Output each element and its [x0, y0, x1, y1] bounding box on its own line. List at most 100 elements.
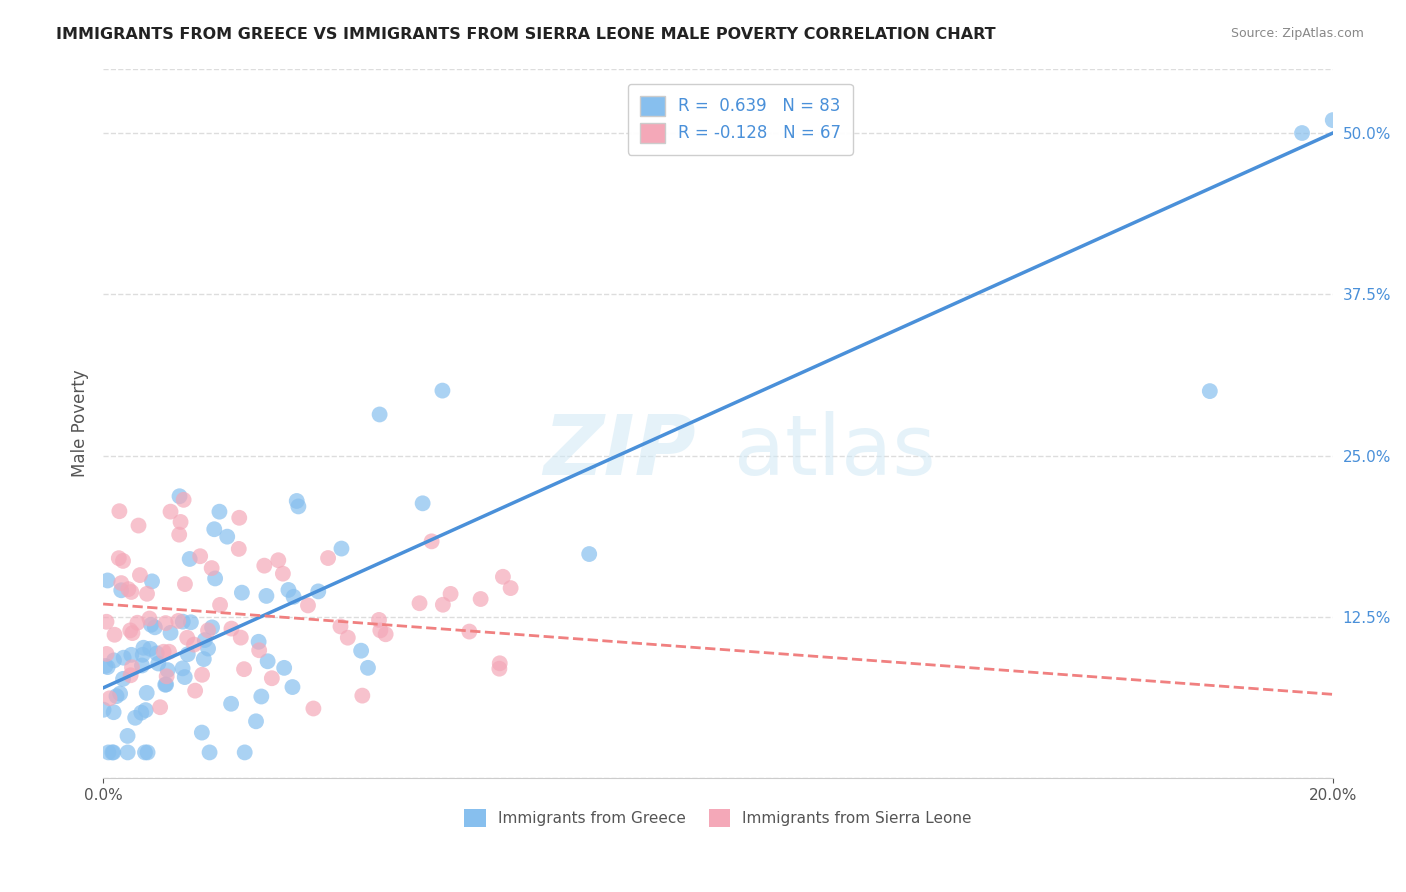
Text: Source: ZipAtlas.com: Source: ZipAtlas.com: [1230, 27, 1364, 40]
Point: [139, 641, 162, 656]
Point: [188, 549, 211, 564]
Point: [281, 680, 304, 694]
Point: [374, 627, 396, 641]
Point: [316, 551, 339, 566]
Point: [267, 553, 290, 567]
Point: [368, 613, 391, 627]
Point: [420, 534, 443, 549]
Point: [228, 541, 250, 556]
Point: [135, 686, 157, 700]
Point: [283, 590, 305, 604]
Point: [183, 638, 205, 652]
Point: [285, 494, 308, 508]
Point: [254, 589, 277, 603]
Point: [277, 582, 299, 597]
Point: [167, 614, 190, 628]
Point: [209, 598, 232, 612]
Point: [197, 641, 219, 656]
Point: [231, 585, 253, 599]
Point: [412, 496, 434, 510]
Point: [302, 701, 325, 715]
Point: [103, 653, 125, 667]
Point: [330, 541, 353, 556]
Text: atlas: atlas: [734, 411, 935, 492]
Point: [408, 596, 430, 610]
Point: [131, 706, 153, 720]
Point: [432, 384, 454, 398]
Point: [245, 714, 267, 729]
Point: [179, 552, 201, 566]
Point: [470, 592, 492, 607]
Point: [488, 657, 510, 671]
Point: [128, 518, 150, 533]
Point: [350, 643, 373, 657]
Point: [108, 551, 131, 566]
Point: [108, 504, 131, 518]
Point: [488, 662, 510, 676]
Point: [297, 599, 319, 613]
Point: [492, 570, 515, 584]
Point: [219, 697, 242, 711]
Point: [271, 566, 294, 581]
Point: [169, 489, 191, 503]
Point: [111, 554, 134, 568]
Point: [159, 505, 181, 519]
Y-axis label: Male Poverty: Male Poverty: [72, 369, 89, 477]
Point: [155, 616, 177, 631]
Point: [233, 662, 256, 676]
Point: [155, 677, 177, 691]
Point: [432, 598, 454, 612]
Point: [117, 729, 139, 743]
Point: [121, 660, 143, 674]
Point: [499, 581, 522, 595]
Point: [152, 645, 174, 659]
Point: [287, 500, 309, 514]
Point: [148, 657, 170, 671]
Point: [98, 691, 121, 706]
Point: [139, 617, 162, 632]
Point: [124, 711, 146, 725]
Point: [198, 746, 221, 760]
Point: [229, 631, 252, 645]
Point: [120, 585, 142, 599]
Point: [103, 628, 125, 642]
Point: [135, 703, 157, 717]
Point: [120, 668, 142, 682]
Point: [156, 663, 179, 677]
Point: [117, 582, 139, 596]
Point: [191, 667, 214, 681]
Point: [103, 746, 125, 760]
Point: [149, 700, 172, 714]
Point: [260, 671, 283, 685]
Point: [1291, 126, 1313, 140]
Point: [97, 746, 120, 760]
Point: [131, 658, 153, 673]
Legend: Immigrants from Greece, Immigrants from Sierra Leone: Immigrants from Greece, Immigrants from …: [457, 802, 980, 834]
Point: [307, 584, 329, 599]
Point: [202, 522, 225, 536]
Point: [96, 647, 118, 661]
Point: [97, 574, 120, 588]
Point: [1322, 113, 1344, 128]
Point: [97, 660, 120, 674]
Point: [204, 571, 226, 585]
Point: [208, 505, 231, 519]
Point: [143, 620, 166, 634]
Point: [352, 689, 374, 703]
Point: [134, 746, 156, 760]
Point: [368, 408, 391, 422]
Point: [155, 678, 177, 692]
Point: [103, 705, 125, 719]
Point: [336, 631, 359, 645]
Point: [253, 558, 276, 573]
Point: [197, 624, 219, 638]
Text: IMMIGRANTS FROM GREECE VS IMMIGRANTS FROM SIERRA LEONE MALE POVERTY CORRELATION : IMMIGRANTS FROM GREECE VS IMMIGRANTS FRO…: [56, 27, 995, 42]
Point: [172, 615, 194, 629]
Point: [129, 568, 152, 582]
Point: [132, 640, 155, 655]
Point: [146, 646, 169, 660]
Point: [138, 611, 160, 625]
Point: [173, 670, 195, 684]
Point: [193, 652, 215, 666]
Point: [273, 661, 295, 675]
